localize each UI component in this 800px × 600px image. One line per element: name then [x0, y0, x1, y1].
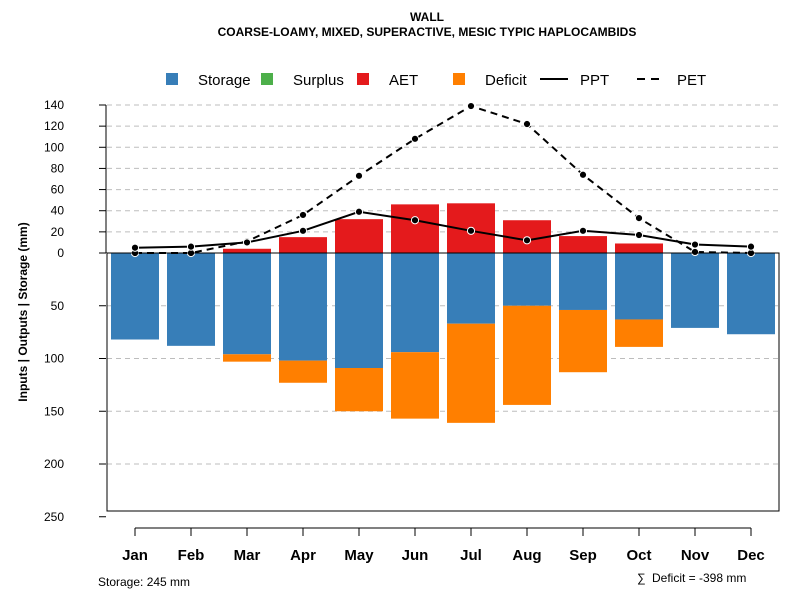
legend-pet-label: PET	[677, 72, 706, 89]
y-tick-label: 40	[51, 204, 65, 218]
legend-deficit-swatch	[453, 73, 465, 85]
x-tick-label: Nov	[681, 547, 710, 564]
x-tick-label: Jan	[122, 547, 148, 564]
aet-bar	[279, 237, 327, 253]
storage-bar	[391, 253, 439, 353]
deficit-footer: Deficit = -398 mm	[652, 571, 746, 585]
legend-surplus-swatch	[261, 73, 273, 85]
lower-panel-frame	[106, 252, 780, 512]
deficit-bar	[279, 360, 327, 383]
pet-point	[522, 119, 532, 129]
x-tick-label: Jul	[460, 547, 482, 564]
y-tick-label: 120	[44, 119, 64, 133]
ppt-point	[634, 230, 644, 240]
ppt-point	[242, 238, 252, 247]
aet-bar	[559, 236, 607, 253]
storage-bar	[559, 253, 607, 310]
pet-point	[466, 101, 476, 111]
bars	[111, 203, 775, 423]
pet-point	[298, 210, 308, 220]
deficit-bar	[615, 319, 663, 347]
storage-bar	[671, 253, 719, 328]
ppt-point	[186, 242, 196, 251]
aet-bar	[223, 248, 271, 253]
y-tick-label: 50	[51, 299, 65, 313]
x-tick-label: Sep	[569, 547, 597, 564]
ppt-point	[354, 207, 364, 216]
y-tick-label: 80	[51, 161, 65, 175]
storage-bar	[727, 253, 775, 335]
pet-point	[354, 171, 364, 180]
ppt-point	[466, 226, 476, 235]
y-tick-label: 100	[44, 352, 64, 366]
pet-point	[634, 214, 644, 223]
y-axis-label: Inputs | Outputs | Storage (mm)	[16, 222, 30, 401]
x-tick-label: Oct	[626, 547, 651, 564]
storage-bar	[615, 253, 663, 320]
aet-bar	[391, 204, 439, 253]
ppt-line	[134, 210, 752, 249]
legend-storage-swatch	[166, 73, 178, 85]
pet-line	[135, 104, 752, 254]
x-tick-label: Jun	[402, 547, 429, 564]
y-tick-label: 200	[44, 457, 64, 471]
ppt-point	[690, 240, 700, 249]
ppt-point	[298, 226, 308, 235]
gridlines	[107, 104, 779, 465]
deficit-bar	[503, 305, 551, 405]
axes	[99, 104, 780, 536]
legend-aet-label: AET	[389, 72, 418, 89]
storage-bar	[167, 253, 215, 346]
y-tick-label: 140	[44, 98, 64, 112]
storage-bar	[279, 253, 327, 361]
deficit-bar	[447, 323, 495, 423]
pet-point	[410, 134, 420, 143]
ppt-point	[522, 236, 532, 245]
x-tick-label: Feb	[178, 547, 205, 564]
legend-ppt-label: PPT	[580, 72, 609, 89]
pet-point	[690, 247, 700, 257]
storage-footer: Storage: 245 mm	[98, 575, 190, 589]
x-tick-label: Apr	[290, 547, 316, 564]
y-tick-label: 0	[57, 246, 64, 260]
x-tick-label: Aug	[512, 547, 541, 564]
legend-surplus-label: Surplus	[293, 72, 344, 89]
ppt-point	[578, 226, 588, 235]
lines	[130, 101, 756, 258]
deficit-bar	[391, 352, 439, 419]
legend-storage-label: Storage	[198, 72, 251, 89]
x-tick-label: May	[344, 547, 374, 564]
chart-subtitle: COARSE-LOAMY, MIXED, SUPERACTIVE, MESIC …	[218, 25, 637, 39]
storage-bar	[111, 253, 159, 340]
ppt-point	[130, 243, 140, 252]
deficit-bar	[559, 309, 607, 373]
ppt-point	[410, 216, 420, 225]
y-tick-label: 150	[44, 404, 64, 418]
legend-deficit-label: Deficit	[485, 72, 528, 89]
pet-point	[578, 170, 588, 179]
y-tick-label: 60	[51, 183, 65, 197]
storage-bar	[223, 253, 271, 355]
aet-bar	[335, 219, 383, 253]
x-tick-label: Dec	[737, 547, 765, 564]
deficit-bar	[223, 354, 271, 362]
aet-bar	[615, 243, 663, 253]
sum-icon: ∑	[637, 571, 646, 585]
storage-bar	[335, 253, 383, 368]
chart-title: WALL	[410, 10, 444, 24]
y-tick-label: 250	[44, 510, 64, 524]
legend: Storage Surplus AET Deficit PPT PET	[166, 72, 706, 89]
deficit-bar	[335, 367, 383, 412]
y-tick-label: 20	[51, 225, 65, 239]
storage-bar	[503, 253, 551, 306]
legend-aet-swatch	[357, 73, 369, 85]
storage-bar	[447, 253, 495, 324]
x-tick-label: Mar	[234, 547, 261, 564]
y-tick-label: 100	[44, 140, 64, 154]
ppt-point	[746, 242, 756, 251]
